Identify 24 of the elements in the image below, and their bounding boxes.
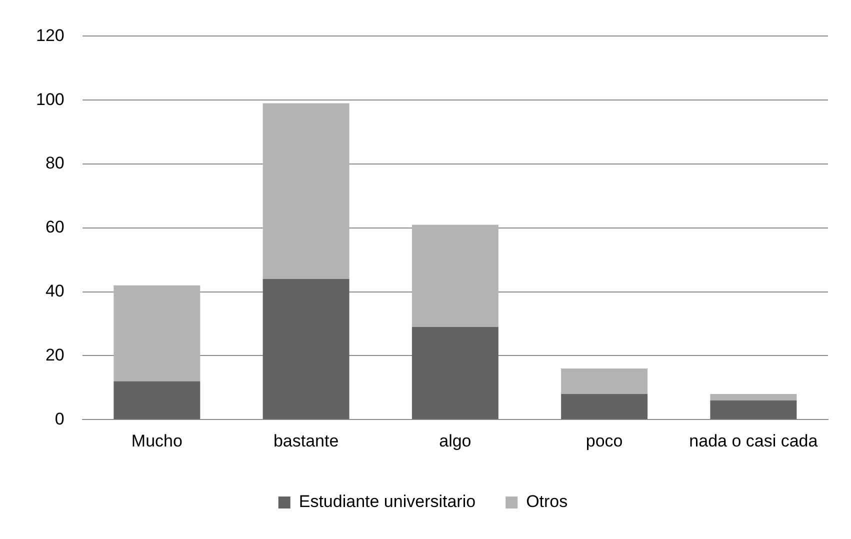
x-tick-label: Mucho <box>131 431 182 450</box>
bar <box>114 285 200 382</box>
y-tick-label: 40 <box>45 281 64 300</box>
bar <box>412 224 498 327</box>
bar <box>561 368 648 394</box>
y-tick-label: 120 <box>36 26 64 45</box>
x-tick-label: bastante <box>273 431 339 450</box>
bar <box>114 381 200 420</box>
y-tick-label: 20 <box>45 345 64 364</box>
bar <box>262 279 350 420</box>
x-tick-label: algo <box>439 431 472 450</box>
y-tick-label: 100 <box>36 90 64 109</box>
bar <box>710 394 797 400</box>
y-tick-label: 0 <box>54 409 64 428</box>
x-tick-label: nada o casi cada <box>689 431 818 450</box>
bar <box>710 400 797 420</box>
legend-label: Otros <box>526 492 568 512</box>
bar <box>412 326 498 420</box>
bar <box>262 103 350 280</box>
x-tick-label: poco <box>586 431 623 450</box>
y-tick-label: 60 <box>45 218 64 237</box>
y-tick-label: 80 <box>45 154 64 173</box>
bar <box>561 394 648 420</box>
legend-label: Estudiante universitario <box>298 492 476 512</box>
